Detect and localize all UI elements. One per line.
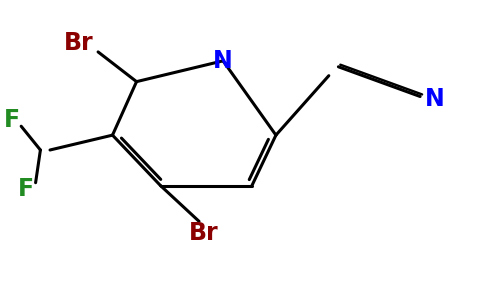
Text: Br: Br: [189, 221, 219, 245]
Text: N: N: [424, 88, 444, 112]
Text: F: F: [18, 177, 34, 201]
Text: N: N: [213, 49, 233, 73]
Text: F: F: [3, 108, 20, 132]
Text: Br: Br: [64, 31, 94, 55]
